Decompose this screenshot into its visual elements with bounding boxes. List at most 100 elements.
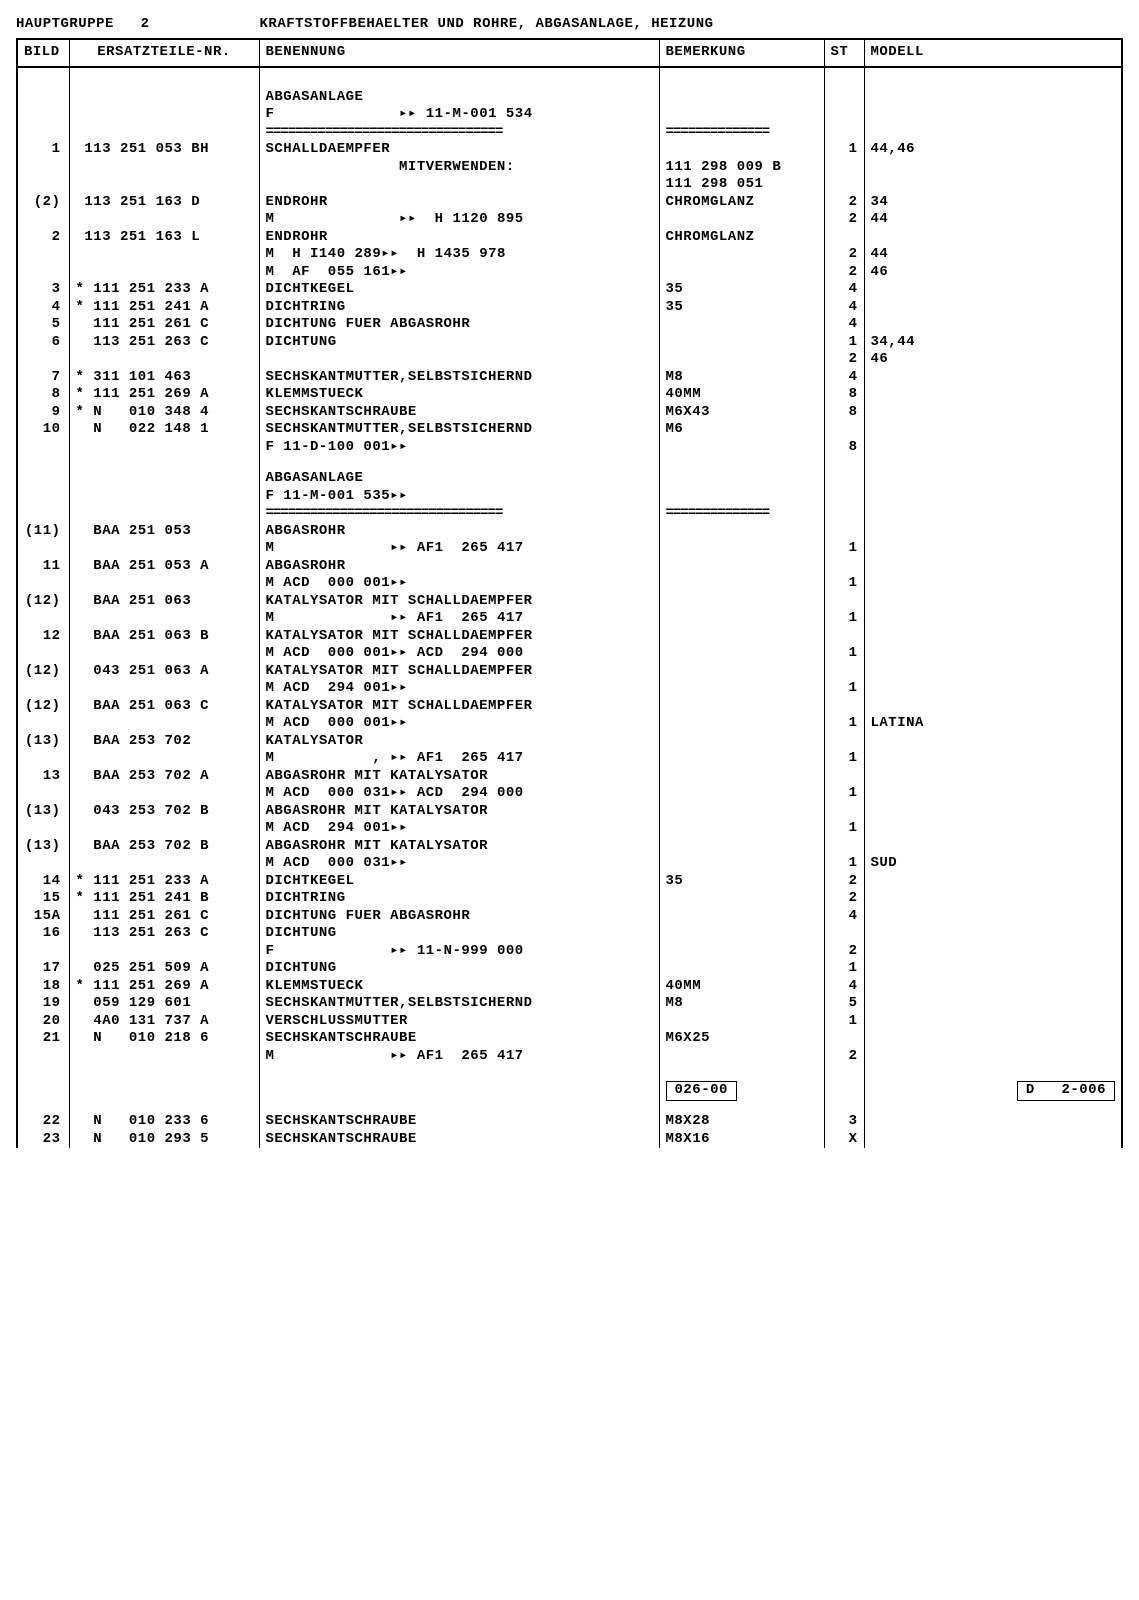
cell-mod — [864, 1013, 1122, 1031]
table-row: 8* 111 251 269 AKLEMMSTUECK40MM8 — [17, 386, 1122, 404]
cell-mod — [864, 820, 1122, 838]
cell-ersatz — [69, 1048, 259, 1066]
cell-ben: KATALYSATOR MIT SCHALLDAEMPFER — [259, 593, 659, 611]
cell-bem — [659, 540, 824, 558]
cell-ersatz: * 111 251 269 A — [69, 386, 259, 404]
cell-st: 4 — [824, 908, 864, 926]
cell-ben: ABGASANLAGE — [259, 470, 659, 488]
table-header-row: BILD ERSATZTEILE-NR. BENENNUNG BEMERKUNG… — [17, 39, 1122, 67]
cell-ben: DICHTUNG — [259, 334, 659, 352]
cell-ersatz: BAA 251 063 C — [69, 698, 259, 716]
cell-bild — [17, 211, 69, 229]
cell-ersatz: BAA 251 053 — [69, 523, 259, 541]
cell-bem — [659, 803, 824, 821]
cell-st: 1 — [824, 141, 864, 159]
cell-st: 3 — [824, 1113, 864, 1131]
cell-mod — [864, 698, 1122, 716]
cell-mod — [864, 421, 1122, 439]
footer-left-box: 026-00 — [666, 1081, 737, 1101]
cell-mod — [864, 404, 1122, 422]
cell-mod — [864, 768, 1122, 786]
cell-mod — [864, 995, 1122, 1013]
cell-bem — [659, 838, 824, 856]
cell-ersatz: 113 251 263 C — [69, 925, 259, 943]
cell-bem — [659, 593, 824, 611]
cell-ben: SECHSKANTSCHRAUBE — [259, 404, 659, 422]
cell-bild: 8 — [17, 386, 69, 404]
cell-bild: 15 — [17, 890, 69, 908]
spacer-row — [17, 1103, 1122, 1113]
cell-mod: 44 — [864, 246, 1122, 264]
cell-ersatz: 113 251 263 C — [69, 334, 259, 352]
table-row: M ▸▸ AF1 265 417 1 — [17, 540, 1122, 558]
cell-st: 2 — [824, 943, 864, 961]
cell-bild — [17, 176, 69, 194]
cell-bem — [659, 890, 824, 908]
cell-bild — [17, 855, 69, 873]
table-row: M ACD 294 001▸▸1 — [17, 820, 1122, 838]
cell-ersatz: BAA 251 063 — [69, 593, 259, 611]
cell-ersatz: BAA 253 702 A — [69, 768, 259, 786]
cell-st: 1 — [824, 540, 864, 558]
cell-bild — [17, 470, 69, 488]
cell-mod — [864, 645, 1122, 663]
cell-bem — [659, 141, 824, 159]
cell-st: 1 — [824, 750, 864, 768]
cell-st: X — [824, 1131, 864, 1149]
table-row: M ▸▸ AF1 265 4171 — [17, 610, 1122, 628]
cell-mod — [864, 488, 1122, 506]
cell-bild: 23 — [17, 1131, 69, 1149]
cell-ben: M H I140 289▸▸ H 1435 978 — [259, 246, 659, 264]
cell-bild: (13) — [17, 733, 69, 751]
cell-bild — [17, 943, 69, 961]
cell-ben: M ▸▸ AF1 265 417 — [259, 1048, 659, 1066]
cell-ersatz — [69, 470, 259, 488]
cell-bild: (12) — [17, 698, 69, 716]
table-row: 1 113 251 053 BHSCHALLDAEMPFER144,46 — [17, 141, 1122, 159]
table-row: 22 N 010 233 6SECHSKANTSCHRAUBEM8X283 — [17, 1113, 1122, 1131]
cell-mod — [864, 663, 1122, 681]
cell-bild — [17, 820, 69, 838]
cell-ersatz — [69, 943, 259, 961]
cell-bem — [659, 943, 824, 961]
cell-bild — [17, 264, 69, 282]
cell-mod: 46 — [864, 351, 1122, 369]
cell-bild — [17, 1048, 69, 1066]
cell-bild: 15A — [17, 908, 69, 926]
cell-bem — [659, 351, 824, 369]
table-row: (13) 043 253 702 BABGASROHR MIT KATALYSA… — [17, 803, 1122, 821]
cell-st — [824, 421, 864, 439]
cell-bild: (13) — [17, 838, 69, 856]
cell-bild: 18 — [17, 978, 69, 996]
hauptgruppe-label: HAUPTGRUPPE 2 — [16, 16, 150, 32]
cell-st: 1 — [824, 610, 864, 628]
cell-bem — [659, 1048, 824, 1066]
cell-mod — [864, 281, 1122, 299]
cell-mod — [864, 680, 1122, 698]
cell-bem — [659, 768, 824, 786]
cell-bild — [17, 785, 69, 803]
cell-bem — [659, 439, 824, 457]
table-row: M ACD 000 001▸▸ ACD 294 0001 — [17, 645, 1122, 663]
cell-ersatz: 4A0 131 737 A — [69, 1013, 259, 1031]
cell-st — [824, 488, 864, 506]
table-row: 18* 111 251 269 AKLEMMSTUECK40MM4 — [17, 978, 1122, 996]
cell-bem — [659, 698, 824, 716]
cell-bem — [659, 908, 824, 926]
table-row: 19 059 129 601SECHSKANTMUTTER,SELBSTSICH… — [17, 995, 1122, 1013]
cell-st: 4 — [824, 978, 864, 996]
cell-bem — [659, 575, 824, 593]
cell-ben: M ACD 000 031▸▸ — [259, 855, 659, 873]
cell-bild — [17, 540, 69, 558]
cell-mod — [864, 1048, 1122, 1066]
cell-ben: DICHTRING — [259, 890, 659, 908]
table-row: ABGASANLAGE — [17, 89, 1122, 107]
cell-ersatz: 113 251 053 BH — [69, 141, 259, 159]
cell-mod — [864, 908, 1122, 926]
table-row: 111 298 051 — [17, 176, 1122, 194]
cell-ben: M ▸▸ AF1 265 417 — [259, 540, 659, 558]
cell-ben: KATALYSATOR MIT SCHALLDAEMPFER — [259, 628, 659, 646]
cell-ersatz — [69, 439, 259, 457]
cell-st — [824, 1030, 864, 1048]
footer-right-box: D 2-006 — [1017, 1081, 1115, 1101]
